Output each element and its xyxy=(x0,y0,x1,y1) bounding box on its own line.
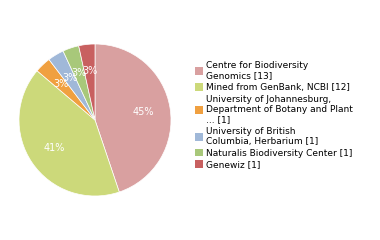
Text: 41%: 41% xyxy=(43,143,65,153)
Legend: Centre for Biodiversity
Genomics [13], Mined from GenBank, NCBI [12], University: Centre for Biodiversity Genomics [13], M… xyxy=(195,61,353,169)
Wedge shape xyxy=(79,44,95,120)
Wedge shape xyxy=(63,46,95,120)
Wedge shape xyxy=(37,60,95,120)
Text: 45%: 45% xyxy=(133,107,155,117)
Wedge shape xyxy=(49,51,95,120)
Text: 3%: 3% xyxy=(62,73,77,83)
Text: 3%: 3% xyxy=(54,79,69,89)
Text: 3%: 3% xyxy=(82,66,97,76)
Wedge shape xyxy=(19,71,119,196)
Text: 3%: 3% xyxy=(71,68,87,78)
Wedge shape xyxy=(95,44,171,192)
